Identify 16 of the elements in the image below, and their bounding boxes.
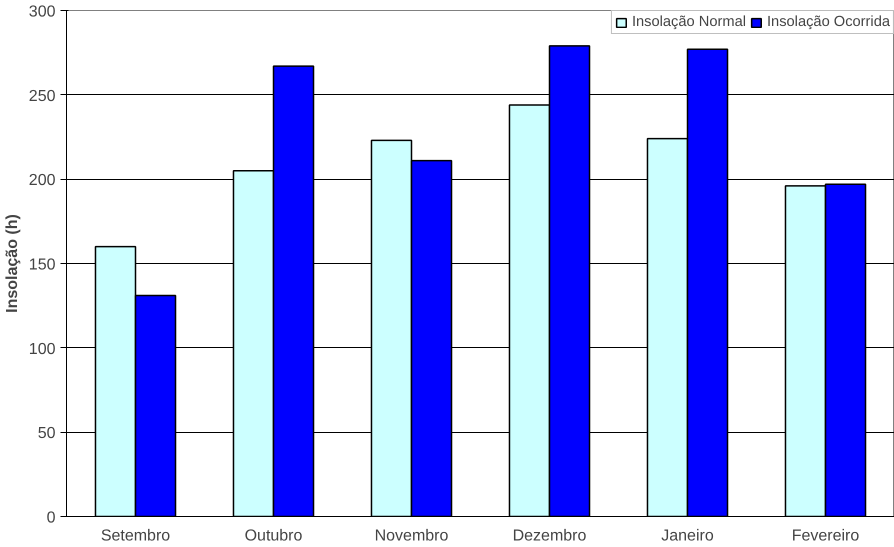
y-tick-label: 100 bbox=[28, 340, 56, 358]
y-tick-label: 150 bbox=[28, 256, 56, 274]
x-tick-label: Fevereiro bbox=[792, 528, 860, 544]
x-tick-label: Novembro bbox=[374, 528, 449, 544]
x-tick-label: Outubro bbox=[244, 528, 303, 544]
y-tick-label: 200 bbox=[28, 172, 56, 190]
x-tick-label: Janeiro bbox=[661, 528, 714, 544]
legend-label: Insolação Normal bbox=[632, 14, 746, 30]
y-tick-label: 300 bbox=[28, 4, 56, 20]
x-tick-label: Dezembro bbox=[512, 528, 587, 544]
y-tick-label: 50 bbox=[38, 425, 56, 442]
x-tick-label: Setembro bbox=[100, 528, 170, 544]
legend-label: Insolação Ocorrida bbox=[766, 14, 890, 30]
y-tick-label: 0 bbox=[46, 510, 56, 526]
y-tick-label: 250 bbox=[28, 88, 56, 105]
y-axis-title: Insolação (h) bbox=[4, 214, 21, 313]
